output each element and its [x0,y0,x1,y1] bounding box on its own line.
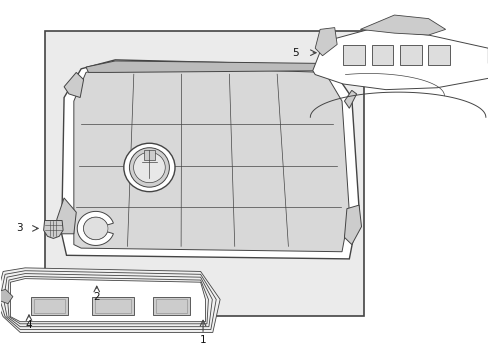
Bar [153,297,189,315]
Polygon shape [64,72,83,98]
Ellipse shape [83,217,108,240]
Text: 1: 1 [199,334,206,345]
Bar [371,45,393,65]
Polygon shape [0,268,220,332]
Polygon shape [57,198,76,234]
Bar [143,150,155,160]
Bar [94,299,131,314]
Bar [427,45,449,65]
Bar [399,45,421,65]
Polygon shape [0,289,13,304]
Ellipse shape [123,143,175,192]
Polygon shape [3,274,212,327]
Polygon shape [315,28,336,56]
Polygon shape [0,271,216,329]
Polygon shape [7,276,208,324]
Polygon shape [77,211,113,246]
Ellipse shape [129,148,169,187]
Polygon shape [360,15,445,35]
Bar [155,299,187,314]
Ellipse shape [133,152,165,183]
Polygon shape [10,279,205,321]
Bar [343,45,365,65]
Text: 5: 5 [292,48,298,58]
Bar [31,297,68,315]
Polygon shape [344,90,356,108]
Polygon shape [74,65,348,252]
Polygon shape [43,221,63,238]
Text: 3: 3 [16,224,22,233]
Polygon shape [344,205,361,244]
Text: 2: 2 [93,292,100,302]
Polygon shape [312,30,488,90]
Polygon shape [61,60,358,259]
Bar [34,299,65,314]
Bar [44,31,363,316]
Polygon shape [86,61,334,72]
Bar [92,297,133,315]
Text: 4: 4 [25,320,32,330]
